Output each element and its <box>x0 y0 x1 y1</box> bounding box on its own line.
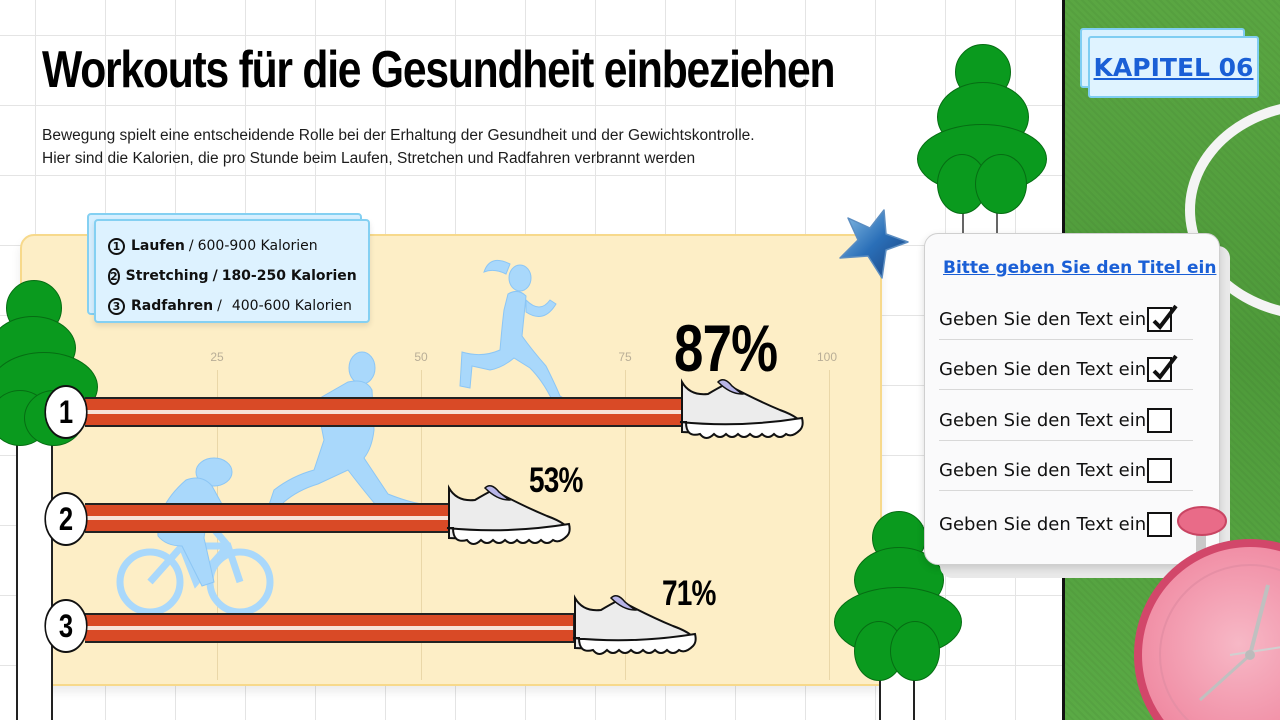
bar-stretching <box>85 503 450 533</box>
bar-number-badge: 1 <box>44 385 88 439</box>
star-icon <box>839 209 909 279</box>
legend-value: 600-900 Kalorien <box>197 238 318 254</box>
page-title: Workouts für die Gesundheit einbeziehen <box>42 41 836 99</box>
bar-number-badge: 2 <box>44 492 88 546</box>
checkbox-unchecked[interactable] <box>1147 458 1173 483</box>
legend-item: 3 Radfahren / 400-600 Kalorien <box>108 291 356 321</box>
legend-name: Radfahren <box>131 298 214 314</box>
legend-value: 400-600 Kalorien <box>231 298 352 314</box>
checklist-item-text: Geben Sie den Text ein <box>939 513 1147 535</box>
checklist-item[interactable]: Geben Sie den Text ein <box>939 504 1193 544</box>
checklist-item[interactable]: Geben Sie den Text ein <box>939 300 1193 340</box>
checklist-card: Bitte geben Sie den Titel ein Geben Sie … <box>924 233 1220 565</box>
checklist-title[interactable]: Bitte geben Sie den Titel ein <box>943 258 1217 278</box>
checklist-item-text: Geben Sie den Text ein <box>939 410 1147 431</box>
tick-label: 50 <box>414 350 428 364</box>
value-label-stretching: 53% <box>529 461 583 500</box>
legend-separator: / <box>188 238 194 254</box>
checkbox-checked[interactable] <box>1147 354 1178 382</box>
legend-value: 180-250 Kalorien <box>221 268 357 284</box>
legend-item: 1 Laufen / 600-900 Kalorien <box>108 231 356 261</box>
tree-icon <box>834 511 964 720</box>
runner-silhouette-icon <box>459 259 575 411</box>
legend-item: 2 Stretching / 180-250 Kalorien <box>108 261 357 291</box>
legend-separator: / <box>217 298 222 314</box>
tree-icon <box>917 44 1047 264</box>
page-subtitle: Bewegung spielt eine entscheidende Rolle… <box>42 124 862 170</box>
cyclist-silhouette-icon <box>116 457 274 616</box>
sneaker-icon <box>446 484 571 545</box>
legend-separator: / <box>212 268 218 284</box>
legend-name: Laufen <box>131 238 185 254</box>
checklist-item-text: Geben Sie den Text ein <box>939 359 1147 380</box>
bar-laufen <box>85 397 685 427</box>
legend: 1 Laufen / 600-900 Kalorien 2 Stretching… <box>94 219 370 323</box>
legend-name: Stretching <box>125 268 209 284</box>
bar-radfahren <box>85 613 575 643</box>
chapter-label[interactable]: KAPITEL 06 <box>1093 52 1254 82</box>
subtitle-line-1: Bewegung spielt eine entscheidende Rolle… <box>42 127 755 144</box>
checkmark-icon <box>1152 304 1178 331</box>
value-label-laufen: 87% <box>674 311 778 385</box>
checkbox-unchecked[interactable] <box>1147 511 1173 537</box>
stopwatch-icon <box>1134 506 1280 720</box>
chapter-badge[interactable]: KAPITEL 06 <box>1088 36 1259 98</box>
checklist-item-text: Geben Sie den Text ein <box>939 309 1147 330</box>
subtitle-line-2: Hier sind die Kalorien, die pro Stunde b… <box>42 150 696 167</box>
tick-label: 75 <box>618 350 632 364</box>
stretching-silhouette-icon <box>268 351 423 515</box>
tick-label: 100 <box>816 350 838 364</box>
legend-number: 2 <box>108 267 120 285</box>
checkbox-unchecked[interactable] <box>1147 408 1173 433</box>
legend-number: 1 <box>108 237 125 255</box>
tick-label: 25 <box>210 350 224 364</box>
checklist-item[interactable]: Geben Sie den Text ein <box>939 401 1193 441</box>
value-label-radfahren: 71% <box>662 574 716 613</box>
sneaker-icon <box>679 378 804 439</box>
legend-number: 3 <box>108 297 125 315</box>
checklist-item-text: Geben Sie den Text ein <box>939 460 1147 481</box>
gridline-100 <box>829 370 830 680</box>
checklist-item[interactable]: Geben Sie den Text ein <box>939 451 1193 491</box>
gridline-75 <box>625 370 626 680</box>
sneaker-icon <box>572 594 697 655</box>
bar-number-badge: 3 <box>44 599 88 653</box>
checkbox-checked[interactable] <box>1147 304 1178 332</box>
checkmark-icon <box>1152 354 1178 381</box>
checklist-item[interactable]: Geben Sie den Text ein <box>939 350 1193 390</box>
